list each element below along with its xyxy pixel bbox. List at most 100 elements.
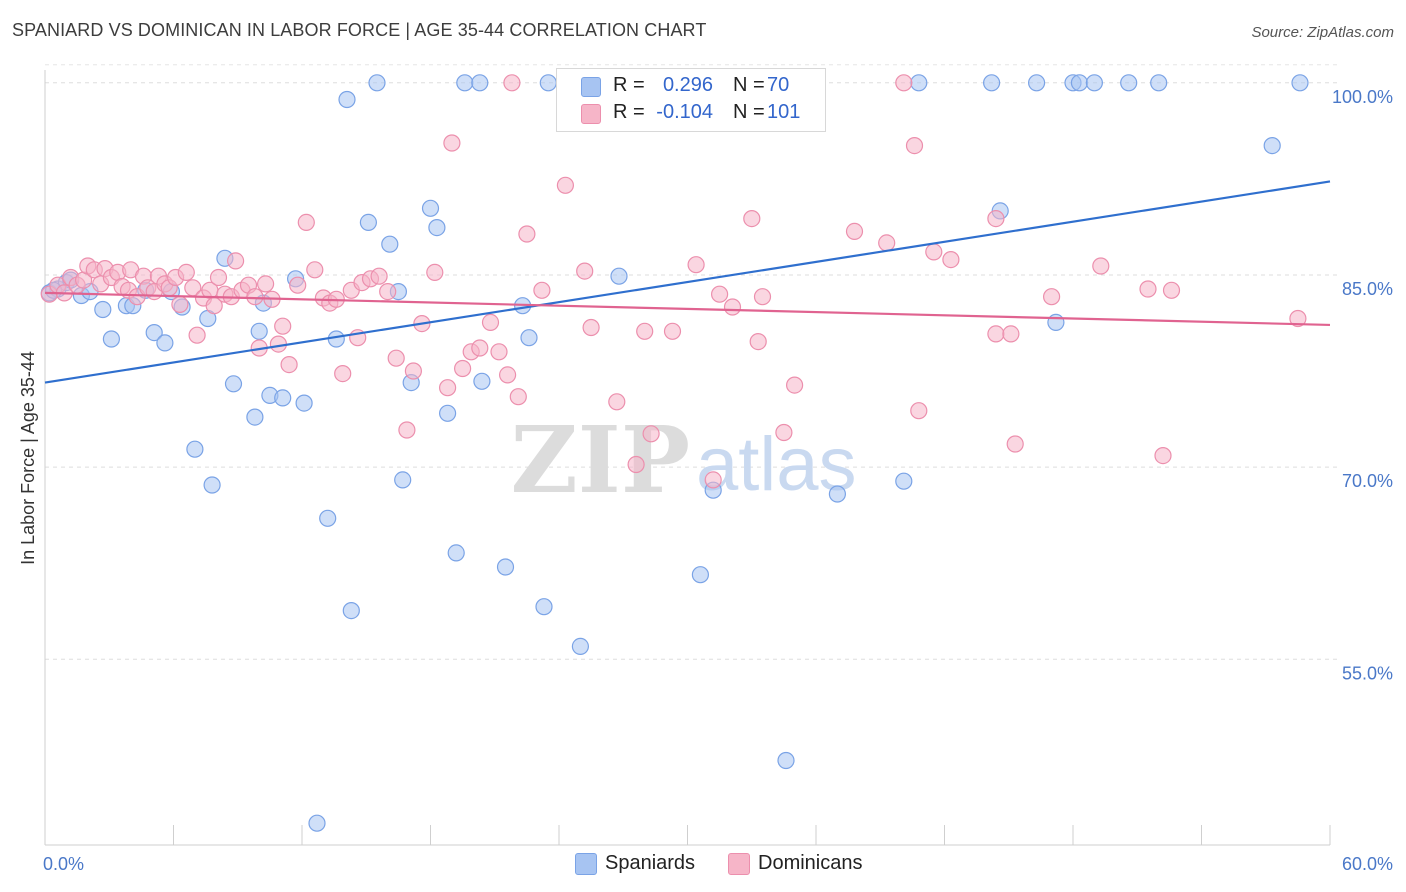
point-dominicans xyxy=(687,256,705,274)
point-dominicans xyxy=(1042,288,1061,306)
point-spaniards xyxy=(982,74,1001,92)
point-dominicans xyxy=(518,225,536,243)
point-spaniards xyxy=(368,74,386,92)
trend-line-dominicans xyxy=(44,291,1331,327)
point-dominicans xyxy=(642,425,660,443)
point-dominicans xyxy=(1154,447,1172,465)
point-spaniards xyxy=(274,389,292,407)
source-label: Source: ZipAtlas.com xyxy=(1251,24,1394,41)
bottom-legend-label-spaniards: Spaniards xyxy=(605,852,696,874)
point-spaniards xyxy=(539,74,557,92)
point-spaniards xyxy=(473,372,491,390)
correlation-legend: R = 0.296 N = 70 R = -0.104 N = 101 xyxy=(556,68,826,132)
point-dominicans xyxy=(509,388,527,406)
chart-title: SPANIARD VS DOMINICAN IN LABOR FORCE | A… xyxy=(12,20,707,40)
point-spaniards xyxy=(428,219,446,237)
point-dominicans xyxy=(775,423,793,442)
point-spaniards xyxy=(327,330,345,348)
point-spaniards xyxy=(203,476,221,494)
point-spaniards xyxy=(295,394,313,412)
point-dominicans xyxy=(177,263,195,281)
trend-line-spaniards xyxy=(44,180,1331,384)
point-dominicans xyxy=(743,210,761,228)
point-dominicans xyxy=(556,176,575,194)
point-spaniards xyxy=(319,509,337,527)
point-dominicans xyxy=(280,356,298,374)
point-spaniards xyxy=(910,74,928,92)
point-spaniards xyxy=(610,267,628,285)
point-dominicans xyxy=(723,298,742,316)
point-dominicans xyxy=(257,275,275,293)
point-spaniards xyxy=(535,598,553,616)
point-spaniards xyxy=(1070,74,1089,92)
point-spaniards xyxy=(1263,137,1281,155)
point-dominicans xyxy=(503,74,521,92)
point-spaniards xyxy=(1027,74,1046,92)
legend-n-label: N = xyxy=(733,74,765,96)
point-dominicans xyxy=(379,283,397,301)
point-dominicans xyxy=(704,471,722,489)
point-spaniards xyxy=(456,74,474,92)
x-tick-label: 60.0% xyxy=(1342,854,1393,874)
point-spaniards xyxy=(145,324,163,342)
point-dominicans xyxy=(274,317,292,335)
point-spaniards xyxy=(1150,74,1168,92)
point-dominicans xyxy=(443,134,461,152)
legend-swatch-spaniards xyxy=(581,77,601,97)
point-dominicans xyxy=(246,288,264,306)
point-dominicans xyxy=(925,243,943,261)
point-dominicans xyxy=(710,285,729,303)
x-tick-label: 0.0% xyxy=(43,854,84,874)
point-dominicans xyxy=(481,313,500,331)
point-spaniards xyxy=(102,330,121,348)
point-dominicans xyxy=(370,267,388,285)
point-dominicans xyxy=(209,268,228,287)
point-dominicans xyxy=(753,288,772,306)
point-spaniards xyxy=(246,408,264,426)
point-dominicans xyxy=(608,393,626,411)
watermark: ZIP atlas xyxy=(511,406,857,514)
point-dominicans xyxy=(439,379,457,397)
legend-n-label: N = xyxy=(733,101,765,123)
point-spaniards xyxy=(828,485,847,503)
legend-n-value: 70 xyxy=(767,74,790,96)
y-tick-label: 55.0% xyxy=(1342,663,1393,683)
point-dominicans xyxy=(845,222,864,240)
point-dominicans xyxy=(878,234,896,252)
point-spaniards xyxy=(342,601,360,620)
bottom-legend-swatch-dominicans xyxy=(728,853,750,875)
point-spaniards xyxy=(156,334,174,352)
point-dominicans xyxy=(1006,435,1024,453)
point-dominicans xyxy=(426,263,444,281)
point-spaniards xyxy=(186,440,204,458)
point-spaniards xyxy=(1291,74,1309,92)
point-dominicans xyxy=(306,261,324,279)
point-dominicans xyxy=(1092,257,1110,275)
legend-r-label: R = xyxy=(613,74,645,96)
point-spaniards xyxy=(394,471,412,489)
point-spaniards xyxy=(447,544,465,562)
point-dominicans xyxy=(576,262,594,280)
point-dominicans xyxy=(1139,280,1157,298)
point-dominicans xyxy=(227,252,245,270)
point-dominicans xyxy=(1289,309,1307,328)
point-spaniards xyxy=(895,472,913,490)
legend-r-value: 0.296 xyxy=(662,74,713,96)
point-dominicans xyxy=(289,276,307,294)
point-dominicans xyxy=(387,349,405,367)
point-dominicans xyxy=(785,376,804,394)
point-spaniards xyxy=(338,90,356,109)
point-spaniards xyxy=(308,814,326,832)
point-dominicans xyxy=(987,325,1005,343)
data-points xyxy=(40,74,1309,832)
point-dominicans xyxy=(627,455,645,474)
point-dominicans xyxy=(910,402,928,420)
point-dominicans xyxy=(905,137,924,155)
point-spaniards xyxy=(421,199,440,217)
bottom-legend-label-dominicans: Dominicans xyxy=(758,852,863,874)
point-spaniards xyxy=(471,74,489,92)
point-dominicans xyxy=(499,366,517,384)
point-dominicans xyxy=(188,326,206,344)
point-spaniards xyxy=(496,558,515,576)
